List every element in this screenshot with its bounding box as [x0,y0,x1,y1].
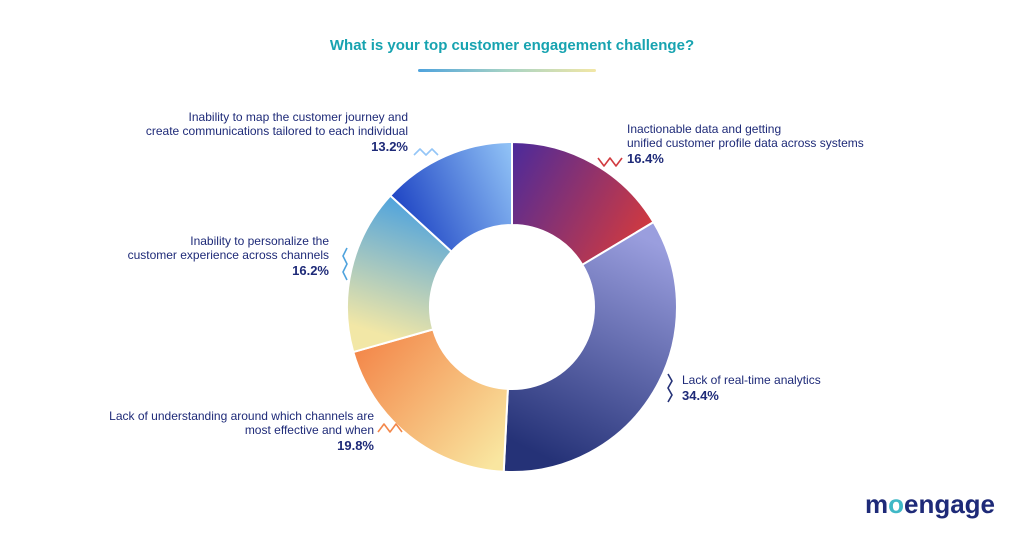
slice-connector-4 [342,247,348,281]
slice-value-5: 13.2% [371,139,408,154]
donut-slices [346,140,678,473]
donut-slice-2 [502,220,678,473]
slice-label-4-line-2: customer experience across channels [128,248,329,262]
logo-text-m: m [865,489,888,519]
slice-label-5-line-2: create communications tailored to each i… [146,124,408,138]
slice-label-1-line-1: Inactionable data and getting [627,122,781,136]
logo-text-o: o [888,489,904,519]
slice-label-1-line-2: unified customer profile data across sys… [627,136,864,150]
slice-label-2-line-1: Lack of real-time analytics [682,373,821,387]
slice-connector-2 [667,373,673,403]
slice-value-3: 19.8% [337,438,374,453]
slice-connector-5 [413,148,439,156]
slice-connector-3 [377,423,403,433]
slice-label-3-line-2: most effective and when [245,423,374,437]
slice-label-5-line-1: Inability to map the customer journey an… [189,110,408,124]
logo-text-engage: engage [904,489,995,519]
slice-connector-1 [597,157,623,167]
slice-label-4-line-1: Inability to personalize the [190,234,329,248]
chart-title: What is your top customer engagement cha… [330,37,694,54]
moengage-logo: moengage [865,489,995,519]
slice-value-1: 16.4% [627,151,664,166]
slice-value-2: 34.4% [682,388,719,403]
slice-label-3-line-1: Lack of understanding around which chann… [109,409,374,423]
slice-value-4: 16.2% [292,263,329,278]
title-underline [418,69,596,72]
donut-slice-5 [388,140,513,254]
donut-slice-3 [352,328,509,473]
